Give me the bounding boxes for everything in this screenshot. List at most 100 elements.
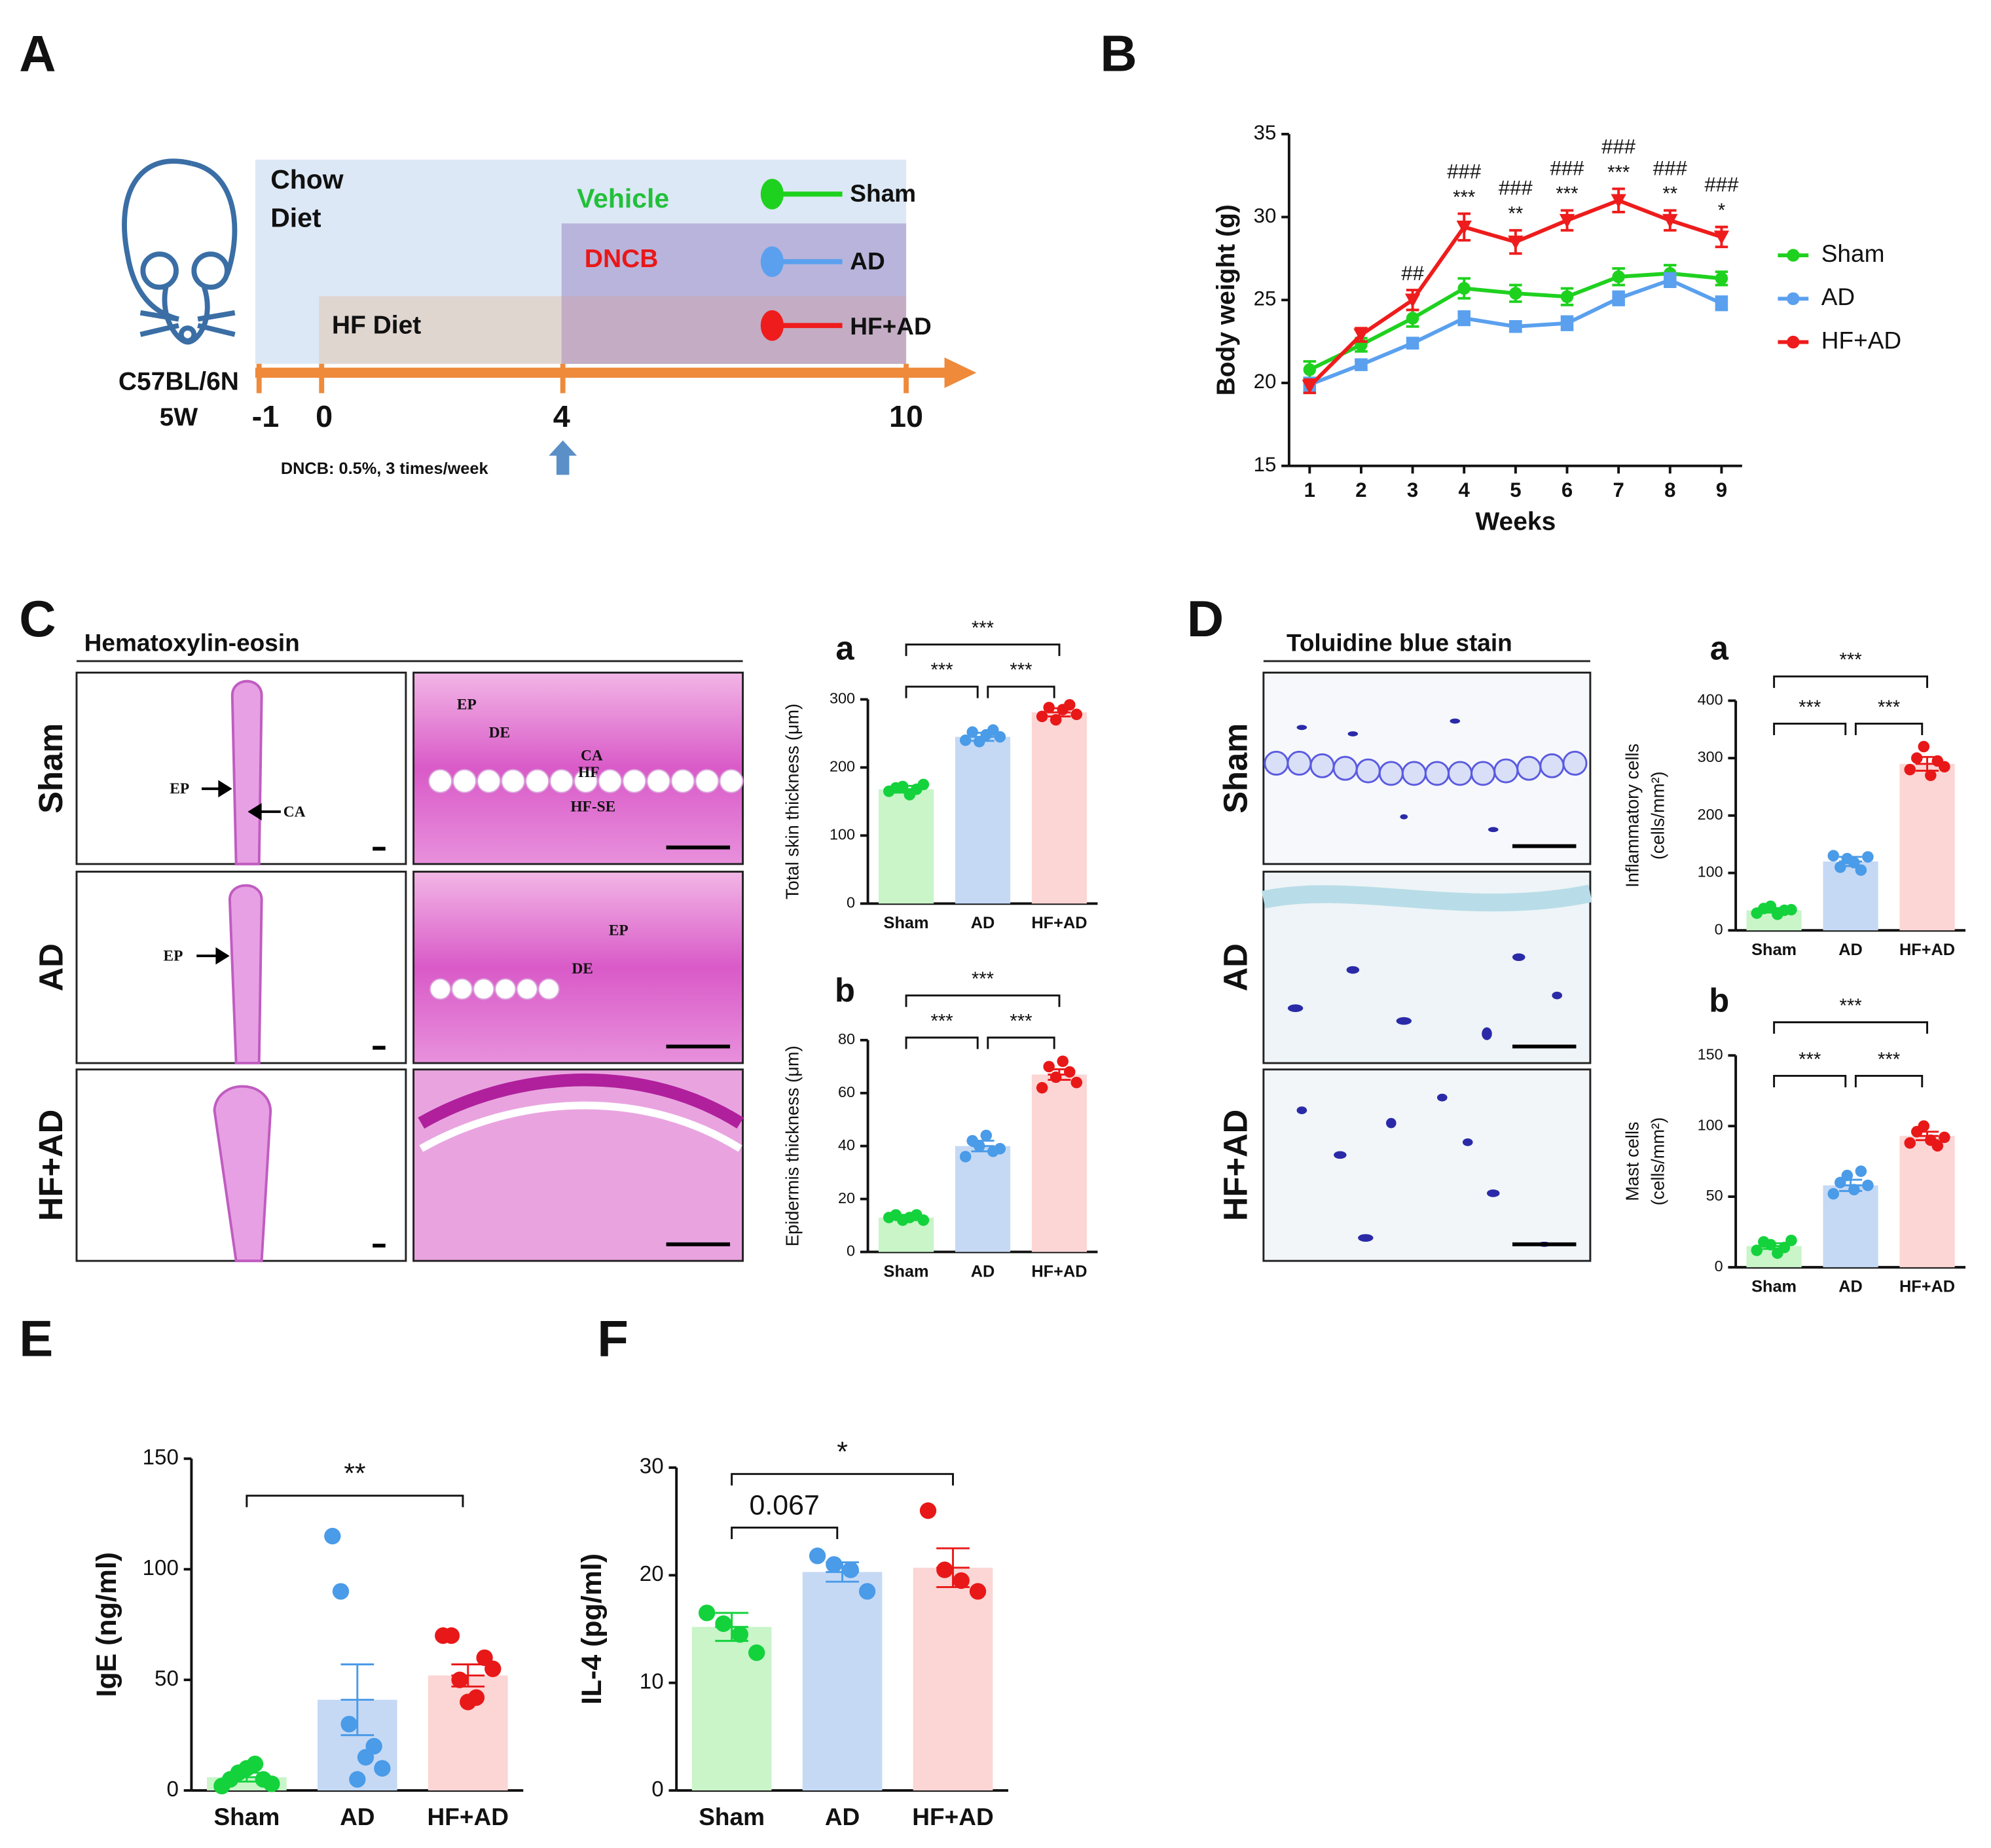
- data-point: [936, 1561, 953, 1578]
- label: DNCB: 0.5%, 3 times/week: [281, 460, 489, 478]
- marker: [1560, 316, 1574, 330]
- section-title: Toluidine blue stain: [1287, 628, 1512, 656]
- marker: [1611, 194, 1626, 208]
- data-point: [1036, 1081, 1048, 1094]
- data-point: [1862, 851, 1874, 863]
- y-tick-label: 0: [847, 1242, 855, 1259]
- data-point: [1057, 1055, 1069, 1068]
- legend-marker: [1787, 249, 1800, 262]
- data-point: [324, 1527, 341, 1545]
- mouse-icon: [122, 158, 238, 345]
- chart-title: b: [835, 971, 855, 1009]
- data-point: [809, 1548, 826, 1565]
- legend-marker: [1787, 335, 1800, 349]
- marker: [1560, 290, 1574, 303]
- significance-bracket: [987, 685, 1055, 698]
- y-axis-label: Inflammatory cells: [1622, 744, 1642, 888]
- y-tick-label: 30: [640, 1455, 664, 1479]
- x-tick-label: HF+AD: [1031, 1262, 1087, 1280]
- y-tick-label: 40: [838, 1136, 855, 1153]
- label: Vehicle: [577, 183, 669, 213]
- data-point: [1827, 1187, 1840, 1200]
- data-point: [1925, 769, 1937, 782]
- x-tick-label: 1: [1304, 479, 1315, 501]
- panel-label: A: [19, 24, 56, 82]
- bar: [1899, 763, 1955, 931]
- data-point: [731, 1626, 748, 1643]
- group-keys: [760, 179, 843, 341]
- significance-bracket: [246, 1495, 464, 1508]
- tissue-label: HF: [578, 764, 599, 781]
- data-point: [1848, 856, 1860, 869]
- data-point: [748, 1644, 765, 1661]
- data-point: [919, 1502, 937, 1519]
- data-point: [1827, 850, 1840, 861]
- marker: [1713, 230, 1730, 245]
- x-tick-label: AD: [971, 914, 995, 932]
- data-point: [340, 1716, 357, 1733]
- marker: [1612, 291, 1625, 305]
- data-point: [1910, 752, 1923, 764]
- data-point: [994, 1142, 1006, 1155]
- marker: [1559, 213, 1575, 228]
- bar: [1823, 861, 1878, 931]
- significance-label: ##: [1401, 262, 1424, 285]
- label: Chow: [270, 164, 344, 194]
- y-axis-label: Body weight (g): [1213, 204, 1241, 395]
- label: 5W: [160, 403, 198, 431]
- significance-bracket: [905, 685, 979, 698]
- panel-label: C: [19, 590, 56, 647]
- data-point: [994, 731, 1006, 743]
- bar: [913, 1567, 993, 1791]
- x-tick-label: Sham: [213, 1803, 280, 1830]
- tissue-label: CA: [283, 803, 306, 820]
- y-tick-label: 300: [830, 690, 855, 707]
- significance-bracket: [731, 1527, 839, 1540]
- significance-label: ***: [972, 969, 994, 990]
- bar: [1031, 712, 1087, 904]
- y-tick-label: 100: [1698, 1116, 1723, 1133]
- y-tick-label: 100: [143, 1556, 179, 1580]
- bar: [955, 736, 1011, 904]
- chart-title: b: [1709, 982, 1729, 1019]
- error-bar: [936, 1547, 970, 1588]
- data-point: [1841, 1169, 1854, 1182]
- y-tick-label: 200: [830, 758, 855, 775]
- bar: [802, 1572, 883, 1791]
- significance-label: **: [1508, 204, 1523, 225]
- marker: [1612, 270, 1625, 283]
- significance-label: ***: [931, 1011, 953, 1032]
- section-title: Hematoxylin-eosin: [84, 628, 300, 656]
- significance-label: **: [344, 1458, 366, 1489]
- x-tick-label: Sham: [699, 1803, 765, 1830]
- tissue-label: EP: [164, 948, 183, 965]
- marker: [1508, 235, 1524, 250]
- y-tick-label: 100: [1698, 863, 1723, 880]
- data-point: [1918, 1120, 1930, 1132]
- significance-label: ###: [1550, 156, 1584, 179]
- y-tick-label: 0: [166, 1777, 178, 1802]
- bar: [428, 1675, 508, 1791]
- x-tick-label: Sham: [1751, 941, 1797, 959]
- data-point: [953, 1572, 970, 1589]
- marker: [1456, 221, 1472, 235]
- data-point: [451, 1671, 468, 1688]
- data-point: [443, 1627, 460, 1644]
- legend-label: AD: [1821, 283, 1855, 310]
- error-bar: [340, 1663, 374, 1737]
- data-point: [1070, 1076, 1083, 1089]
- label: HF Diet: [332, 311, 421, 339]
- x-tick-label: AD: [825, 1803, 860, 1830]
- x-tick-label: HF+AD: [1899, 941, 1955, 959]
- significance-bracket: [731, 1473, 954, 1486]
- bar: [878, 789, 934, 904]
- diagram: Chow Diet Vehicle DNCB HF Diet Sham AD H…: [119, 158, 977, 478]
- legend-label: HF+AD: [1821, 326, 1901, 353]
- timeline-arrow: [944, 357, 977, 388]
- significance-label: 0.067: [750, 1490, 820, 1521]
- legend-marker: [1787, 292, 1800, 306]
- marker: [1715, 272, 1728, 285]
- data-point: [917, 1214, 930, 1226]
- data-point: [1050, 714, 1062, 726]
- y-axis-label: IL-4 (pg/ml): [576, 1553, 608, 1705]
